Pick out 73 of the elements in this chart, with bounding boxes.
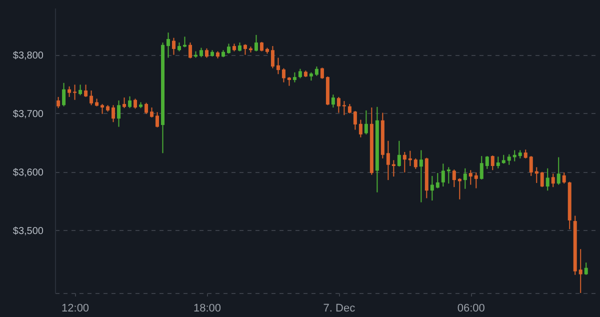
candlestick <box>546 168 550 192</box>
candlestick <box>490 154 494 171</box>
candlestick <box>56 96 60 109</box>
candlestick <box>320 67 324 80</box>
x-tick-label: 7. Dec <box>323 302 356 314</box>
candlestick <box>156 112 160 128</box>
y-tick-label: $3,500 <box>12 226 44 237</box>
candlestick <box>172 37 176 56</box>
candlestick <box>314 66 318 76</box>
candlestick <box>446 166 450 184</box>
candlestick <box>254 34 258 52</box>
candlestick <box>430 175 434 202</box>
candlestick <box>562 172 566 184</box>
candlestick <box>496 156 500 169</box>
candlestick <box>386 140 390 181</box>
candlestick <box>507 154 511 166</box>
candlestick <box>402 151 406 173</box>
y-tick-label: $3,800 <box>12 50 44 62</box>
candlestick <box>292 72 296 83</box>
candlestick <box>117 100 121 128</box>
candlestick <box>468 170 472 186</box>
candlestick <box>436 172 440 189</box>
candlestick <box>150 106 154 118</box>
candlestick <box>353 110 357 130</box>
candlestick <box>578 248 582 294</box>
candlestick <box>556 156 560 186</box>
candlestick <box>342 100 346 116</box>
candlestick <box>68 86 72 98</box>
candlestick <box>73 84 77 100</box>
candlestick <box>298 68 302 79</box>
candlestick <box>336 96 340 114</box>
y-tick-label: $3,700 <box>12 108 44 120</box>
candlestick <box>348 103 352 114</box>
candlestick <box>463 168 467 190</box>
candlestick <box>485 156 489 170</box>
candlestick <box>551 173 555 188</box>
candlestick <box>529 156 533 176</box>
candlestick <box>358 119 362 138</box>
x-tick-label: 18:00 <box>193 302 222 314</box>
candlestick <box>204 48 208 58</box>
candlestick <box>480 156 484 180</box>
candlestick <box>419 150 423 203</box>
candlestick <box>364 110 368 135</box>
x-tick-label: 12:00 <box>62 302 90 314</box>
x-tick-label: 06:00 <box>457 302 485 314</box>
candlestick <box>452 169 456 188</box>
candlestick <box>414 158 418 170</box>
candlestick <box>100 103 104 114</box>
candlestick <box>331 94 335 108</box>
candlestick <box>243 44 247 56</box>
candlestick <box>397 140 401 168</box>
candlestick <box>90 90 94 106</box>
candlestick <box>474 172 478 189</box>
candlestick <box>166 32 170 58</box>
candlestick <box>199 47 203 58</box>
candlestick <box>144 102 148 114</box>
y-tick-label: $3,600 <box>12 167 44 178</box>
candlestick <box>276 57 280 75</box>
candlestick <box>188 42 192 59</box>
candlestick <box>84 84 88 98</box>
candlestick <box>112 104 116 123</box>
candlestick <box>134 98 138 110</box>
candlestick <box>540 171 544 188</box>
candlestick <box>260 41 264 52</box>
candlestick <box>270 46 274 69</box>
candlestick <box>282 68 286 83</box>
candlestick <box>128 96 132 109</box>
candlestick <box>122 97 126 109</box>
candlestick <box>78 84 82 96</box>
candlestick <box>226 43 230 54</box>
candlestick <box>62 82 66 107</box>
candlestick <box>441 163 445 187</box>
candlestick <box>584 262 588 276</box>
